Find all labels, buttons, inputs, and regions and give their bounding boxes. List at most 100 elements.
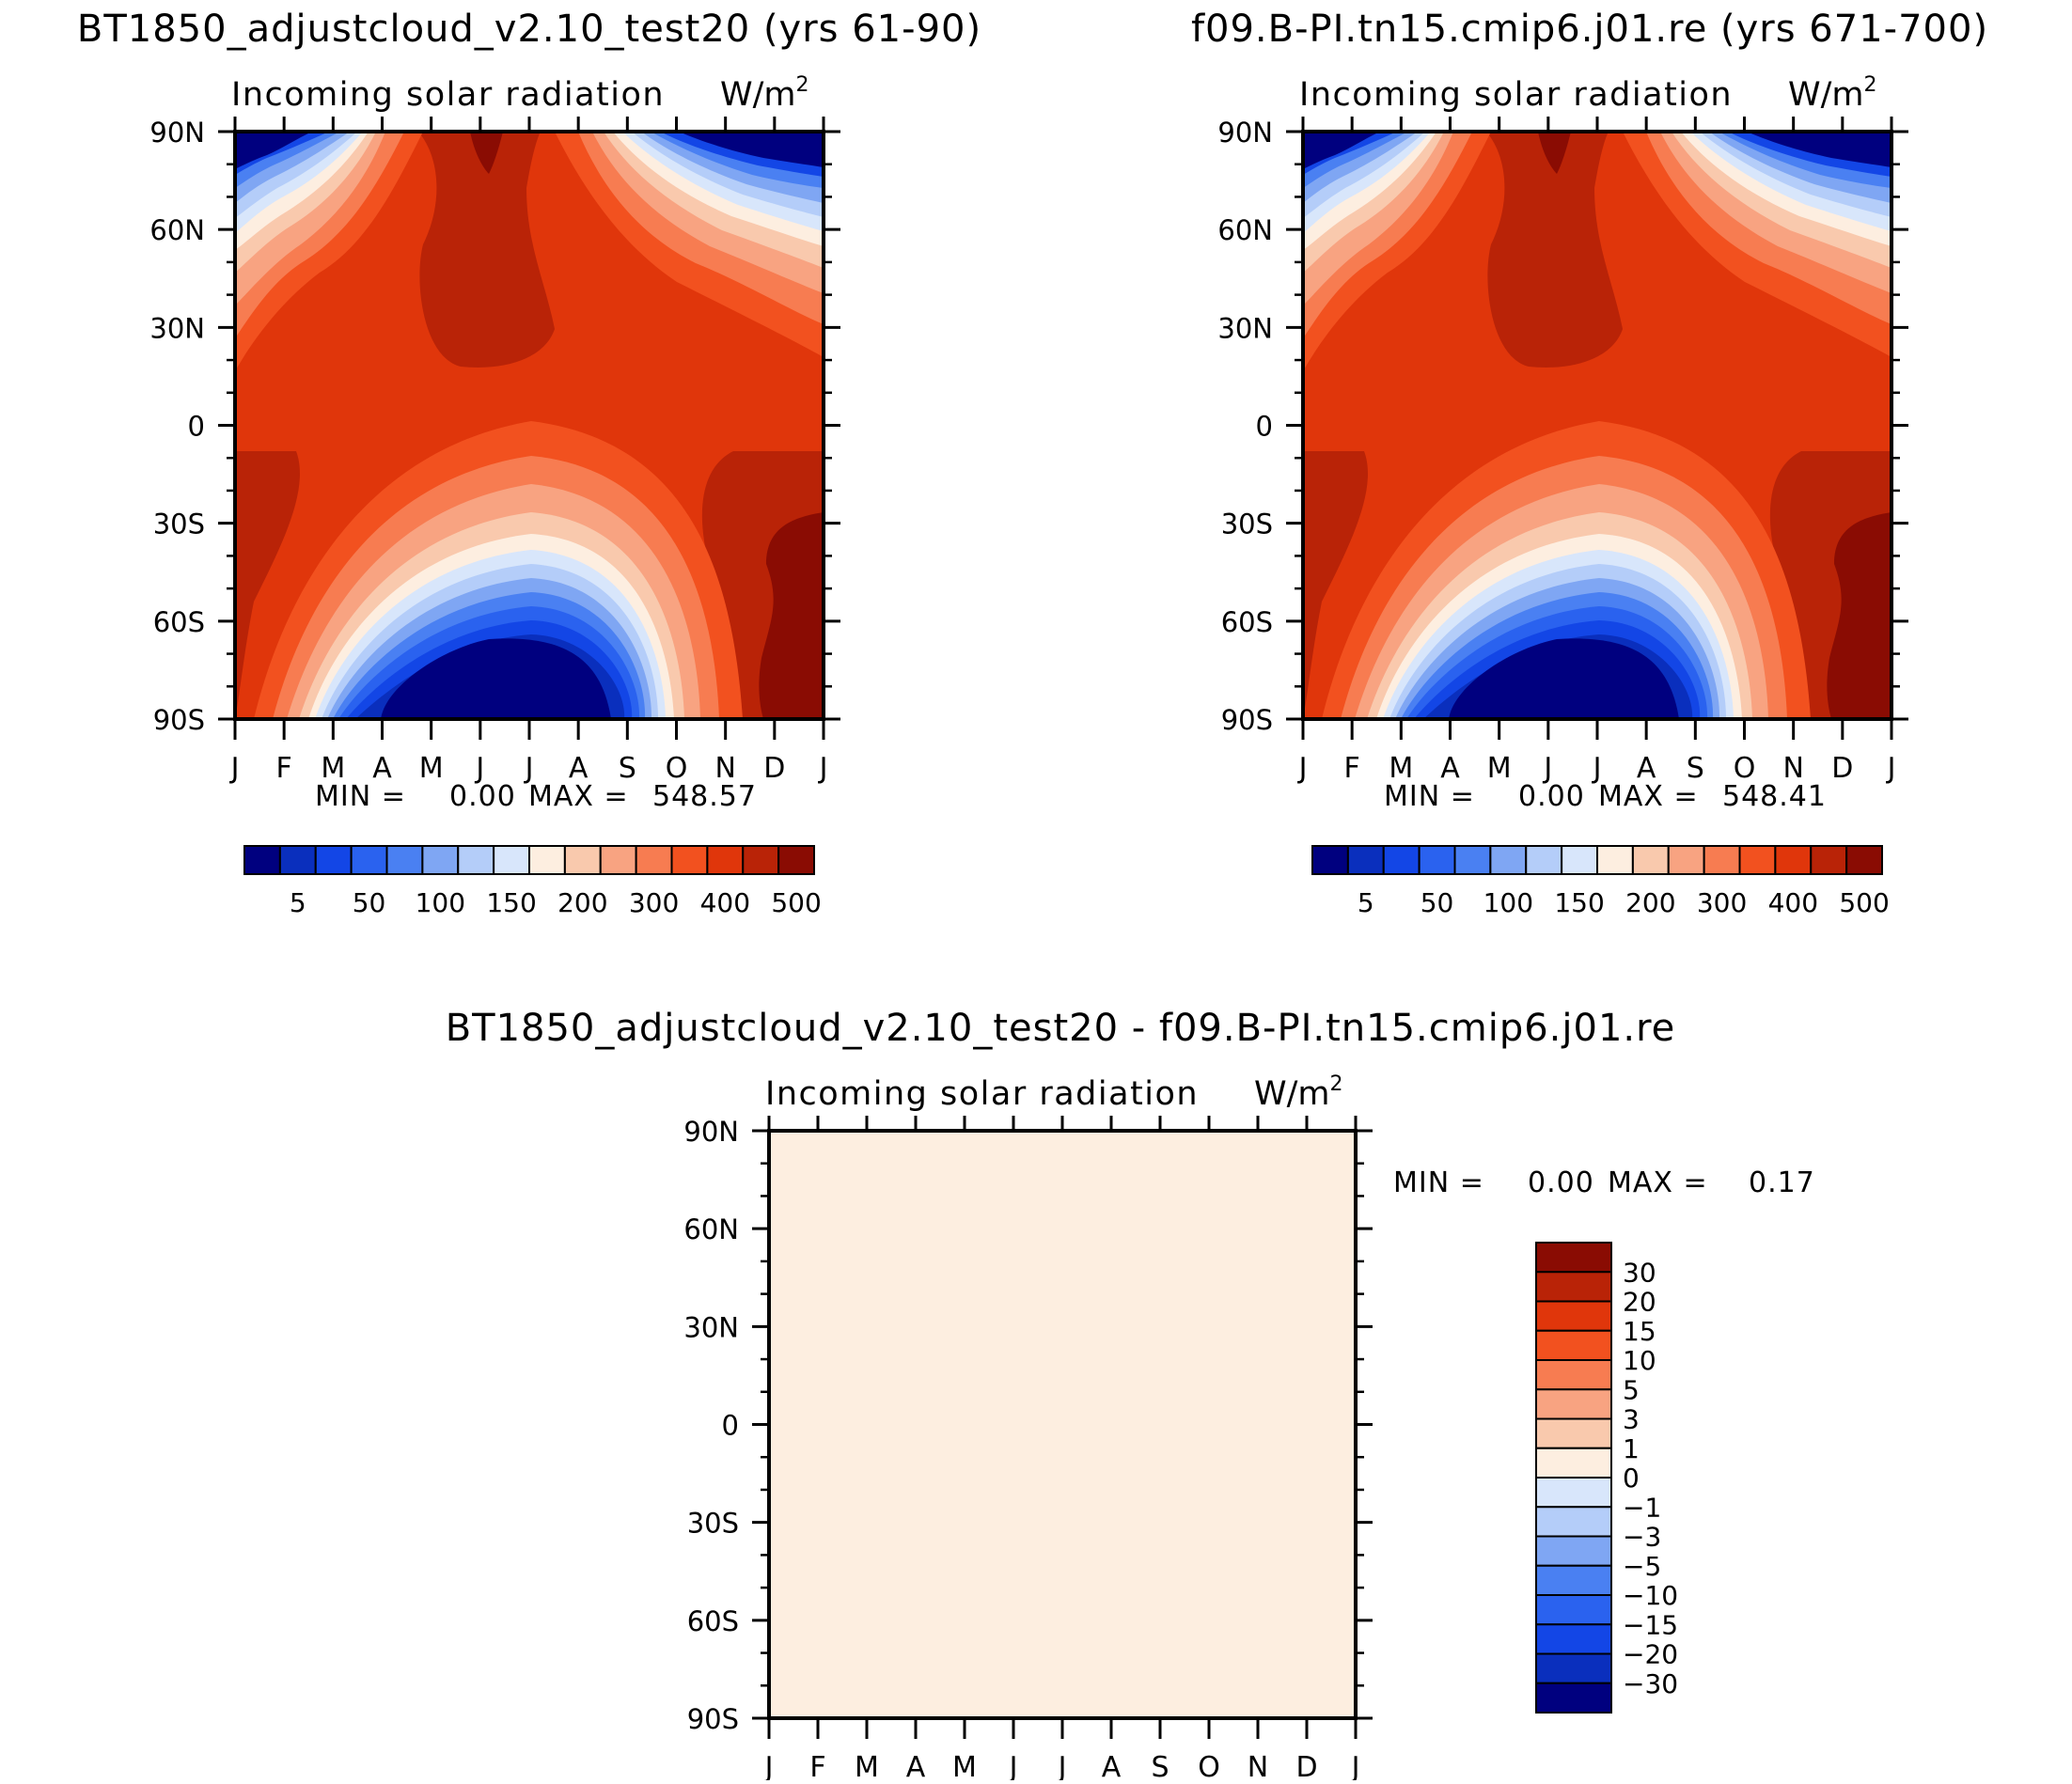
panel-left-max-label: MAX = [528,780,629,813]
right-colorbar-swatch-1 [1346,845,1385,875]
right-contour-max-north [1538,132,1571,174]
right-xtick-label-5: J [1542,752,1552,785]
left-colorbar-label-6: 400 [700,887,750,918]
left-xtick-label-12: J [818,752,828,785]
right-xtick-label-7: A [1637,752,1656,785]
right-colorbar-swatch-9 [1631,845,1670,875]
diff-ytick-label-5: 60S [687,1605,739,1637]
left-ytick-label-0: 90N [149,117,205,149]
right-ytick-label-1: 60N [1217,214,1273,246]
left-xtick-label-11: D [763,752,785,785]
left-colorbar-label-0: 5 [290,887,306,918]
diff-xtick-label-3: A [906,1751,926,1780]
diff-xtick-label-7: A [1102,1751,1122,1780]
diff-colorbar-label-8: −1 [1623,1492,1661,1523]
left-ytick-label-4: 30S [153,509,205,540]
diff-colorbar-swatch-8 [1535,1477,1612,1509]
right-colorbar-swatch-14 [1810,845,1848,875]
panel-diff-min-value: 0.00 [1528,1166,1594,1199]
left-colorbar-swatch-3 [350,845,388,875]
right-ytick-label-2: 30N [1217,312,1273,344]
panel-diff: BT1850_adjustcloud_v2.10_test20 - f09.B-… [446,1007,1815,1784]
right-contour-high-south-left [1303,451,1368,719]
diff-xtick-label-1: F [809,1751,825,1780]
left-colorbar-label-2: 100 [416,887,465,918]
diff-colorbar-label-2: 15 [1623,1316,1656,1347]
diff-xtick-label-4: M [952,1751,977,1780]
left-xtick-label-6: J [524,752,534,785]
right-colorbar-label-0: 5 [1358,887,1374,918]
diff-colorbar-swatch-1 [1535,1271,1612,1303]
left-colorbar-swatch-1 [278,845,317,875]
left-colorbar-label-5: 300 [629,887,679,918]
left-colorbar-swatch-9 [563,845,602,875]
panel-right-contour-set [1303,132,1891,719]
panel-diff-title: BT1850_adjustcloud_v2.10_test20 - f09.B-… [446,1007,1676,1050]
diff-xtick-label-12: J [1350,1751,1360,1780]
panel-diff-units-base: W/m [1254,1075,1330,1113]
right-xtick-label-3: A [1440,752,1460,785]
left-colorbar-swatch-7 [493,845,530,875]
left-ytick-label-3: 0 [188,411,205,443]
left-xtick-label-3: A [372,752,392,785]
left-xtick-label-5: J [474,752,484,785]
left-xtick-label-0: J [229,752,240,785]
panel-right-contours [1303,132,1891,719]
diff-xtick-label-0: J [763,1751,774,1780]
diff-ytick-label-3: 0 [722,1410,739,1442]
diff-colorbar-swatch-7 [1535,1447,1612,1479]
panel-diff-field-title: Incoming solar radiation [765,1075,1199,1113]
left-contour-winter-band-south-l13 [381,638,611,719]
right-xtick-label-1: F [1344,752,1360,785]
left-contour-winter-band-north-l11 [235,132,312,169]
panel-left-min-value: 0.00 [449,780,516,813]
right-colorbar-swatch-13 [1774,845,1813,875]
left-colorbar-swatch-12 [670,845,709,875]
panel-diff-stats: MIN = 0.00 MAX = 0.17 [1393,1166,1815,1199]
panel-diff-max-value: 0.17 [1749,1166,1815,1199]
panel-right-max-label: MAX = [1598,780,1699,813]
right-contour-winter-band-north-l11 [1303,132,1380,169]
right-colorbar-label-7: 500 [1839,887,1889,918]
diff-colorbar-label-14: −30 [1623,1668,1678,1699]
left-colorbar-swatch-15 [777,845,815,875]
right-colorbar-swatch-0 [1311,845,1349,875]
diff-xtick-label-10: N [1248,1751,1268,1780]
right-colorbar-swatch-11 [1703,845,1741,875]
left-contour-winter-band-northright-l11 [679,132,824,167]
right-contour-max-south-right [1827,512,1891,719]
panel-left-units: W/m2 [720,73,809,114]
diff-xtick-label-9: O [1198,1751,1220,1780]
right-colorbar-swatch-10 [1667,845,1705,875]
diff-colorbar-swatch-9 [1535,1506,1612,1538]
diff-colorbar-label-6: 1 [1623,1433,1640,1464]
left-colorbar-swatch-0 [243,845,281,875]
left-colorbar-swatch-5 [421,845,460,875]
diff-colorbar-label-3: 10 [1623,1345,1656,1376]
panel-right-min-label: MIN = [1384,780,1475,813]
right-xtick-label-2: M [1389,752,1413,785]
left-colorbar-label-3: 150 [486,887,536,918]
right-contour-high-north [1486,132,1623,368]
left-xtick-label-7: A [569,752,589,785]
left-colorbar-swatch-11 [635,845,673,875]
right-xtick-label-10: N [1782,752,1803,785]
left-colorbar-swatch-2 [314,845,353,875]
panel-right-units: W/m2 [1788,73,1877,114]
left-xtick-label-10: N [714,752,735,785]
right-colorbar-label-3: 150 [1554,887,1604,918]
panel-right-colorbar: 5 50 100 150 200 300 400 500 [1311,845,1890,918]
panel-right-min-value: 0.00 [1518,780,1585,813]
diff-colorbar-label-7: 0 [1623,1463,1640,1494]
diff-colorbar-label-13: −20 [1623,1639,1678,1670]
right-ytick-label-5: 60S [1221,606,1273,638]
panel-left-units-exp: 2 [796,73,809,97]
right-ytick-label-6: 90S [1221,704,1273,736]
right-colorbar-swatch-15 [1845,845,1883,875]
